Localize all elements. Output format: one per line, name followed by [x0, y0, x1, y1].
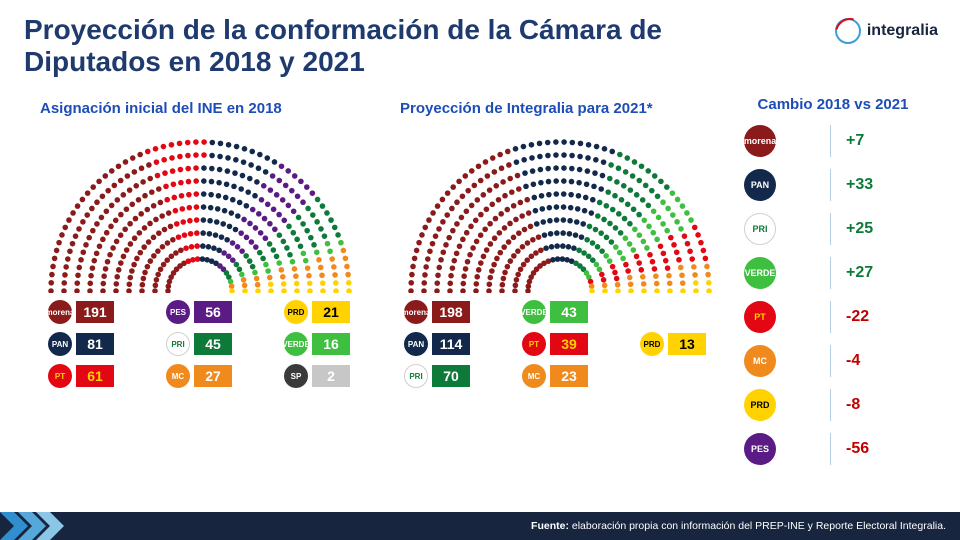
pt-count: 39: [550, 333, 588, 355]
pvem-chip: VERDE: [522, 300, 546, 324]
change-row-mc: MC -4: [718, 339, 948, 383]
legend-2021: morena198 VERDE43 PAN114 PT39 PRD13 PRI70 MC23: [404, 300, 750, 388]
mc-count: 27: [194, 365, 232, 387]
change-row-pan: PAN +33: [718, 163, 948, 207]
pt-count: 61: [76, 365, 114, 387]
page-title: Proyección de la conformación de la Cáma…: [24, 14, 724, 78]
legend-item: PRI45: [166, 332, 276, 356]
pt-chip: PT: [522, 332, 546, 356]
pan-chip: PAN: [48, 332, 72, 356]
pvem-chip: VERDE: [284, 332, 308, 356]
legend-item: morena191: [48, 300, 158, 324]
pan-count: 81: [76, 333, 114, 355]
pvem-chip: VERDE: [744, 257, 776, 289]
panel-2021-title: Proyección de Integralia para 2021*: [400, 100, 720, 117]
pvem-count: 16: [312, 333, 350, 355]
pan-chip: PAN: [404, 332, 428, 356]
change-row-pes: PES -56: [718, 427, 948, 471]
delta-pt: -22: [846, 308, 869, 326]
morena-count: 198: [432, 301, 470, 323]
mc-chip: MC: [522, 364, 546, 388]
change-row-pt: PT -22: [718, 295, 948, 339]
delta-pes: -56: [846, 440, 869, 458]
prd-chip: PRD: [640, 332, 664, 356]
pes-count: 56: [194, 301, 232, 323]
morena-count: 191: [76, 301, 114, 323]
legend-item: MC27: [166, 364, 276, 388]
delta-mc: -4: [846, 352, 860, 370]
legend-item: PT39: [522, 332, 632, 356]
mc-chip: MC: [744, 345, 776, 377]
pri-chip: PRI: [166, 332, 190, 356]
prd-count: 21: [312, 301, 350, 323]
change-row-morena: morena +7: [718, 119, 948, 163]
legend-item: PAN114: [404, 332, 514, 356]
pan-chip: PAN: [744, 169, 776, 201]
pes-chip: PES: [744, 433, 776, 465]
pan-count: 114: [432, 333, 470, 355]
change-row-prd: PRD -8: [718, 383, 948, 427]
mc-count: 23: [550, 365, 588, 387]
changes-title: Cambio 2018 vs 2021: [718, 96, 948, 113]
logo-badge-icon: [835, 18, 861, 44]
pri-count: 70: [432, 365, 470, 387]
changes-panel: Cambio 2018 vs 2021 morena +7 PAN +33 PRI +25…: [718, 96, 948, 471]
pt-chip: PT: [744, 301, 776, 333]
legend-item: PES56: [166, 300, 276, 324]
legend-item: PAN81: [48, 332, 158, 356]
footer-text: Fuente: elaboración propia con informaci…: [531, 520, 946, 532]
prd-chip: PRD: [284, 300, 308, 324]
morena-chip: morena: [48, 300, 72, 324]
panel-2018-title: Asignación inicial del INE en 2018: [40, 100, 360, 117]
panel-2021: Proyección de Integralia para 2021*: [400, 100, 720, 293]
legend-item: PRI70: [404, 364, 514, 388]
pri-chip: PRI: [744, 213, 776, 245]
legend-item: morena198: [404, 300, 514, 324]
sp-chip: SP: [284, 364, 308, 388]
pt-chip: PT: [48, 364, 72, 388]
morena-chip: morena: [404, 300, 428, 324]
pvem-count: 43: [550, 301, 588, 323]
delta-pan: +33: [846, 176, 873, 194]
pri-chip: PRI: [404, 364, 428, 388]
legend-item: MC23: [522, 364, 632, 388]
legend-item: PT61: [48, 364, 158, 388]
delta-morena: +7: [846, 132, 864, 150]
mc-chip: MC: [166, 364, 190, 388]
footer-arrows-icon: [0, 512, 80, 540]
legend-2018: morena191 PES56 PRD21 PAN81 PRI45 VERDE16 PT61…: [48, 300, 394, 388]
legend-item: SP2: [284, 364, 394, 388]
prd-count: 13: [668, 333, 706, 355]
logo-text: integralia: [867, 22, 938, 40]
brand-logo: integralia: [835, 18, 938, 44]
pri-count: 45: [194, 333, 232, 355]
change-row-pri: PRI +25: [718, 207, 948, 251]
morena-chip: morena: [744, 125, 776, 157]
delta-pri: +25: [846, 220, 873, 238]
pes-chip: PES: [166, 300, 190, 324]
hemicycle-2021: [400, 123, 720, 293]
panel-2018: Asignación inicial del INE en 2018: [40, 100, 360, 293]
prd-chip: PRD: [744, 389, 776, 421]
change-row-pvem: VERDE +27: [718, 251, 948, 295]
delta-prd: -8: [846, 396, 860, 414]
legend-item: VERDE16: [284, 332, 394, 356]
legend-item: VERDE43: [522, 300, 632, 324]
delta-pvem: +27: [846, 264, 873, 282]
sp-count: 2: [312, 365, 350, 387]
legend-item: PRD21: [284, 300, 394, 324]
hemicycle-2018: [40, 123, 360, 293]
footer-bar: Fuente: elaboración propia con informaci…: [0, 512, 960, 540]
